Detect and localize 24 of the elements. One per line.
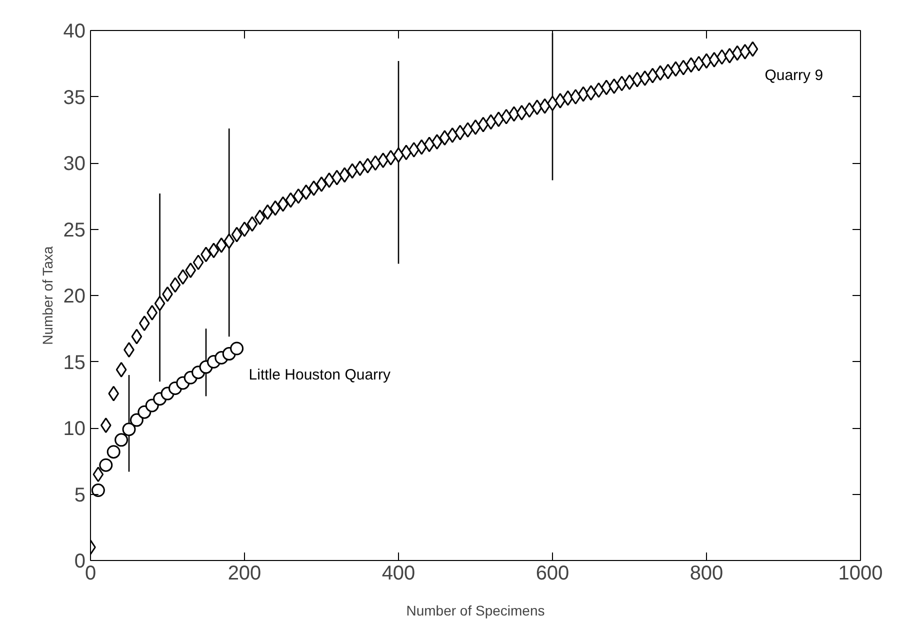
x-tick-label: 800 [690,562,724,584]
y-tick-label: 5 [74,484,86,506]
point [106,445,120,459]
x-tick-label: 400 [382,562,416,584]
y-tick-label: 15 [63,352,86,374]
y-tick-label: 35 [63,86,86,109]
series-label: Little Houston Quarry [248,366,392,384]
point [91,484,105,498]
y-tick-label: 10 [63,418,86,440]
point [230,342,244,356]
y-tick-label: 30 [63,153,86,175]
y-tick-label: 40 [63,20,86,42]
x-tick-label: 600 [536,562,570,584]
x-tick-label: 1000 [838,562,883,584]
y-tick-label: 25 [63,219,86,242]
point [130,413,144,427]
point [114,433,128,447]
x-tick-label: 200 [228,562,262,584]
point [122,422,136,436]
y-tick-label: 20 [63,286,86,308]
y-axis-title: Number of Taxa [39,246,56,345]
series-label: Quarry 9 [764,67,824,84]
x-axis-title: Number of Specimens [406,602,545,618]
point [99,458,113,472]
